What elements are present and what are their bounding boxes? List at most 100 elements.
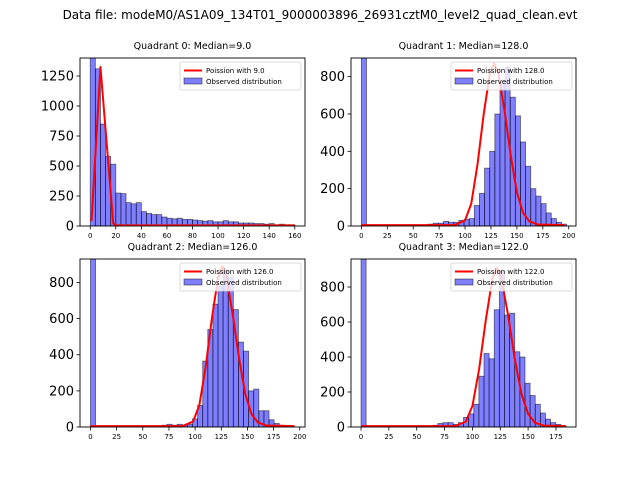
x-tick-label: 175 bbox=[549, 433, 562, 441]
subplot-2: Quadrant 2: Median=126.0 0 200 400 600 800 0 25… bbox=[49, 242, 306, 441]
subplot-title: Quadrant 0: Median=9.0 bbox=[134, 41, 252, 52]
x-tick-label: 120 bbox=[237, 232, 250, 240]
x-tick-label: 0 bbox=[88, 232, 92, 240]
histogram-bar bbox=[530, 188, 537, 226]
x-tick-label: 125 bbox=[494, 433, 507, 441]
x-tick-label: 150 bbox=[521, 433, 534, 441]
legend-box bbox=[179, 262, 302, 292]
y-tick-label: 400 bbox=[320, 145, 345, 160]
histogram-bar bbox=[514, 115, 521, 226]
x-tick-label: 100 bbox=[211, 232, 224, 240]
x-tick-label: 140 bbox=[263, 232, 276, 240]
legend-label-observed: Observed distribution bbox=[206, 78, 282, 86]
subplot-title: Quadrant 3: Median=122.0 bbox=[399, 242, 529, 253]
histogram-bar bbox=[360, 259, 367, 427]
y-tick-label: 0 bbox=[66, 220, 74, 235]
x-tick-label: 125 bbox=[484, 232, 497, 240]
x-tick-label: 25 bbox=[112, 433, 121, 441]
x-tick-label: 150 bbox=[510, 232, 523, 240]
legend-patch-swatch bbox=[183, 77, 203, 85]
x-tick-label: 150 bbox=[241, 433, 254, 441]
x-tick-label: 175 bbox=[267, 433, 280, 441]
histogram-bar bbox=[468, 413, 475, 427]
legend-box bbox=[179, 61, 302, 91]
y-tick-label: 1000 bbox=[41, 100, 74, 115]
histogram-bar bbox=[478, 375, 485, 427]
histogram-bar bbox=[146, 212, 152, 226]
x-tick-label: 80 bbox=[188, 232, 197, 240]
x-tick-label: 0 bbox=[359, 232, 363, 240]
x-tick-label: 40 bbox=[137, 232, 146, 240]
histogram-bar bbox=[535, 195, 542, 226]
x-tick-label: 50 bbox=[412, 433, 421, 441]
x-tick-label: 20 bbox=[111, 232, 120, 240]
legend-box bbox=[450, 61, 573, 91]
histogram-bar bbox=[479, 192, 485, 226]
y-tick-label: 250 bbox=[49, 190, 74, 205]
legend-label-observed: Observed distribution bbox=[477, 279, 553, 287]
x-tick-label: 100 bbox=[458, 232, 471, 240]
histogram-bar bbox=[483, 353, 490, 427]
legend-label-poisson: Poission with 126.0 bbox=[206, 268, 274, 276]
histogram-bar bbox=[120, 193, 127, 226]
x-tick-label: 200 bbox=[293, 433, 306, 441]
legend-patch-swatch bbox=[454, 278, 474, 286]
y-tick-label: 0 bbox=[337, 421, 345, 436]
y-tick-label: 800 bbox=[320, 70, 345, 85]
histogram-bar bbox=[473, 403, 480, 427]
histogram-bar bbox=[222, 269, 229, 427]
y-tick-label: 600 bbox=[320, 108, 345, 123]
axes-frame bbox=[350, 57, 577, 227]
y-tick-label: 1250 bbox=[41, 70, 74, 85]
y-tick-label: 800 bbox=[49, 276, 74, 291]
x-tick-label: 50 bbox=[138, 433, 147, 441]
x-tick-label: 25 bbox=[383, 232, 392, 240]
x-tick-label: 25 bbox=[384, 433, 393, 441]
histogram-bar bbox=[493, 309, 500, 427]
y-tick-label: 500 bbox=[49, 160, 74, 175]
histogram-bar bbox=[130, 203, 137, 226]
histogram-bar bbox=[504, 314, 511, 427]
histogram-bar bbox=[156, 214, 163, 226]
legend: Poission with 9.0 Observed distribution bbox=[179, 61, 302, 91]
legend-patch-swatch bbox=[454, 77, 474, 85]
histogram-bar bbox=[540, 203, 547, 226]
histogram-bar bbox=[115, 192, 122, 226]
subplot-3: Quadrant 3: Median=122.0 0 200 400 600 800 0 25… bbox=[320, 242, 577, 441]
histogram-bar bbox=[263, 410, 270, 427]
histogram-bar bbox=[140, 211, 147, 226]
histogram-bar bbox=[217, 285, 224, 427]
subplot-1: Quadrant 1: Median=128.0 0 200 400 600 800 0 25… bbox=[320, 41, 577, 240]
legend-patch-swatch bbox=[183, 278, 203, 286]
y-tick-label: 800 bbox=[320, 281, 345, 296]
histogram-bar bbox=[125, 202, 132, 226]
y-tick-label: 0 bbox=[337, 220, 345, 235]
x-tick-label: 75 bbox=[440, 433, 449, 441]
y-tick-label: 600 bbox=[49, 312, 74, 327]
y-tick-label: 200 bbox=[320, 386, 345, 401]
histogram-bar bbox=[468, 218, 475, 226]
histogram-bar bbox=[494, 113, 501, 226]
legend-label-observed: Observed distribution bbox=[477, 78, 553, 86]
x-tick-label: 160 bbox=[288, 232, 301, 240]
x-tick-label: 60 bbox=[162, 232, 171, 240]
x-tick-label: 75 bbox=[164, 433, 173, 441]
y-tick-label: 400 bbox=[49, 348, 74, 363]
histogram-bar bbox=[151, 214, 158, 226]
y-tick-label: 200 bbox=[320, 182, 345, 197]
y-tick-label: 600 bbox=[320, 316, 345, 331]
legend-label-poisson: Poission with 128.0 bbox=[477, 67, 545, 75]
legend-label-observed: Observed distribution bbox=[206, 279, 282, 287]
histogram-bar bbox=[360, 58, 367, 226]
x-tick-label: 175 bbox=[536, 232, 549, 240]
subplot-title: Quadrant 2: Median=126.0 bbox=[128, 242, 258, 253]
x-tick-label: 200 bbox=[562, 232, 575, 240]
subplot-title: Quadrant 1: Median=128.0 bbox=[399, 41, 529, 52]
y-tick-label: 400 bbox=[320, 351, 345, 366]
histogram-bar bbox=[100, 123, 106, 226]
x-tick-label: 0 bbox=[88, 433, 92, 441]
x-tick-label: 50 bbox=[409, 232, 418, 240]
axes-frame bbox=[350, 258, 577, 428]
y-tick-label: 750 bbox=[49, 130, 74, 145]
